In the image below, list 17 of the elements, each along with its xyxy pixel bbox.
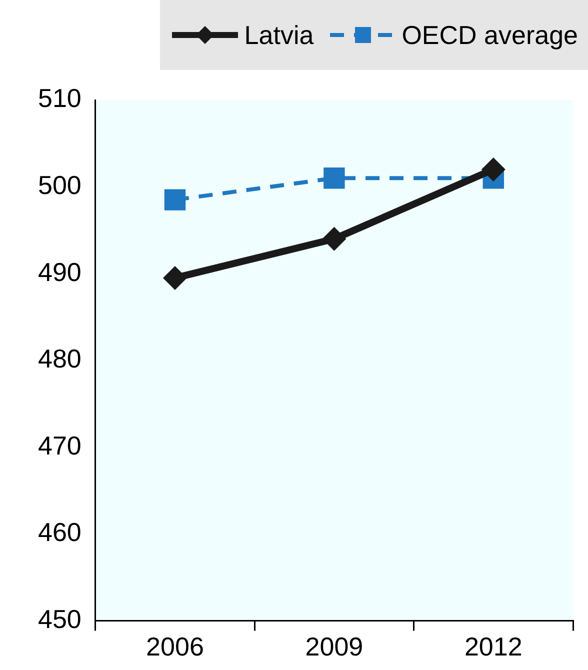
x-tick-label: 2012 bbox=[464, 632, 522, 662]
y-tick-label: 510 bbox=[38, 83, 82, 114]
point bbox=[481, 157, 506, 182]
x-tick-label: 2006 bbox=[146, 632, 204, 662]
y-tick-label: 460 bbox=[38, 517, 82, 548]
y-tick-label: 450 bbox=[38, 604, 82, 634]
y-tick-label: 490 bbox=[38, 256, 82, 287]
point bbox=[324, 168, 345, 189]
point bbox=[322, 226, 346, 251]
y-tick-label: 480 bbox=[38, 344, 82, 374]
point bbox=[162, 266, 187, 290]
legend-label: OECD average bbox=[402, 20, 578, 50]
y-tick-label: 500 bbox=[38, 170, 82, 200]
legend-label: Latvia bbox=[244, 20, 314, 50]
x-tick-label: 2009 bbox=[305, 632, 364, 662]
point bbox=[164, 189, 186, 210]
y-tick-label: 470 bbox=[38, 430, 82, 460]
